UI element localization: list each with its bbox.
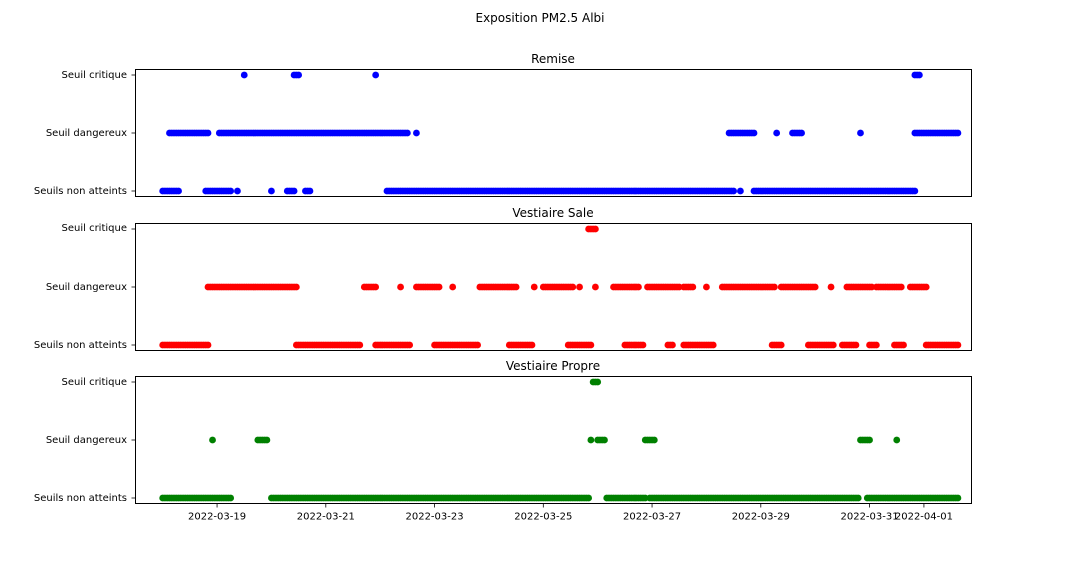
data-point: [854, 494, 862, 502]
data-point: [356, 341, 364, 349]
data-point: [893, 436, 901, 444]
data-point: [954, 494, 962, 502]
ytick-label: Seuils non atteints: [34, 493, 127, 504]
data-point: [730, 187, 738, 195]
data-point: [703, 283, 710, 291]
data-point: [689, 283, 697, 291]
ytick-label: Seuil dangereux: [46, 282, 127, 293]
panel-vestiaire-propre: Vestiaire Propre Seuils non atteints Seu…: [34, 359, 972, 523]
ytick-label: Seuil dangereux: [46, 128, 127, 139]
data-point: [528, 341, 536, 349]
series-marks: [159, 378, 962, 502]
data-point: [435, 283, 443, 291]
x-tick-label: 2022-04-01: [895, 512, 953, 523]
data-point: [576, 283, 583, 291]
data-point: [587, 436, 595, 444]
data-point: [295, 71, 303, 79]
data-point: [587, 341, 595, 349]
data-point: [770, 283, 778, 291]
data-point: [811, 283, 819, 291]
data-point: [268, 187, 275, 195]
panel-remise: Remise Seuils non atteints Seuil dangere…: [34, 52, 972, 197]
data-point: [240, 71, 248, 79]
ytick-label: Seuils non atteints: [34, 340, 127, 351]
data-point: [639, 341, 647, 349]
panel-vestiaire-sale: Vestiaire Sale Seuils non atteints Seuil…: [34, 206, 972, 351]
data-point: [227, 187, 235, 195]
ytick-label: Seuil critique: [62, 70, 128, 81]
data-point: [397, 283, 404, 291]
data-point: [777, 341, 785, 349]
data-point: [897, 283, 905, 291]
x-tick-label: 2022-03-25: [514, 512, 572, 523]
ytick-label: Seuil critique: [62, 223, 128, 234]
series-marks: [159, 71, 962, 195]
data-point: [829, 341, 837, 349]
data-point: [669, 341, 676, 349]
panel-title: Vestiaire Propre: [506, 359, 600, 373]
data-point: [263, 436, 271, 444]
ytick-label: Seuil critique: [62, 377, 128, 388]
data-point: [209, 436, 216, 444]
x-tick-label: 2022-03-27: [623, 512, 681, 523]
data-point: [204, 341, 212, 349]
data-point: [737, 187, 744, 195]
data-point: [900, 341, 907, 349]
series-marks: [159, 225, 962, 349]
data-point: [773, 129, 781, 137]
data-point: [798, 129, 805, 137]
data-point: [954, 129, 962, 137]
data-point: [292, 283, 300, 291]
data-point: [449, 283, 457, 291]
data-point: [306, 187, 314, 195]
x-tick-label: 2022-03-29: [732, 512, 790, 523]
x-tick-label: 2022-03-31: [840, 512, 898, 523]
x-tick-label: 2022-03-23: [405, 512, 463, 523]
panel-title: Vestiaire Sale: [512, 206, 593, 220]
data-point: [872, 341, 880, 349]
figure-suptitle: Exposition PM2.5 Albi: [475, 11, 604, 25]
data-point: [827, 283, 835, 291]
data-point: [585, 494, 593, 502]
data-point: [372, 283, 380, 291]
data-point: [954, 341, 962, 349]
data-point: [530, 283, 538, 291]
data-point: [569, 283, 577, 291]
ytick-label: Seuils non atteints: [34, 186, 127, 197]
data-point: [592, 283, 599, 291]
data-point: [512, 283, 520, 291]
data-point: [290, 187, 298, 195]
x-axis: 2022-03-19 2022-03-21 2022-03-23 2022-03-25…: [188, 503, 953, 523]
data-point: [474, 341, 481, 349]
data-point: [922, 283, 930, 291]
data-point: [204, 129, 212, 137]
data-point: [911, 187, 919, 195]
data-point: [635, 283, 642, 291]
data-point: [750, 129, 758, 137]
x-tick-label: 2022-03-21: [297, 512, 355, 523]
data-point: [650, 436, 658, 444]
data-point: [592, 225, 599, 233]
data-point: [175, 187, 182, 195]
ytick-label: Seuil dangereux: [46, 435, 127, 446]
data-point: [372, 71, 380, 79]
data-point: [406, 341, 414, 349]
data-point: [852, 341, 860, 349]
data-point: [227, 494, 235, 502]
data-point: [234, 187, 241, 195]
data-point: [857, 129, 864, 137]
data-point: [866, 436, 873, 444]
data-point: [709, 341, 717, 349]
x-tick-label: 2022-03-19: [188, 512, 246, 523]
data-point: [413, 129, 420, 137]
panel-title: Remise: [531, 52, 575, 66]
data-point: [915, 71, 923, 79]
data-point: [594, 378, 602, 386]
data-point: [403, 129, 411, 137]
data-point: [601, 436, 608, 444]
